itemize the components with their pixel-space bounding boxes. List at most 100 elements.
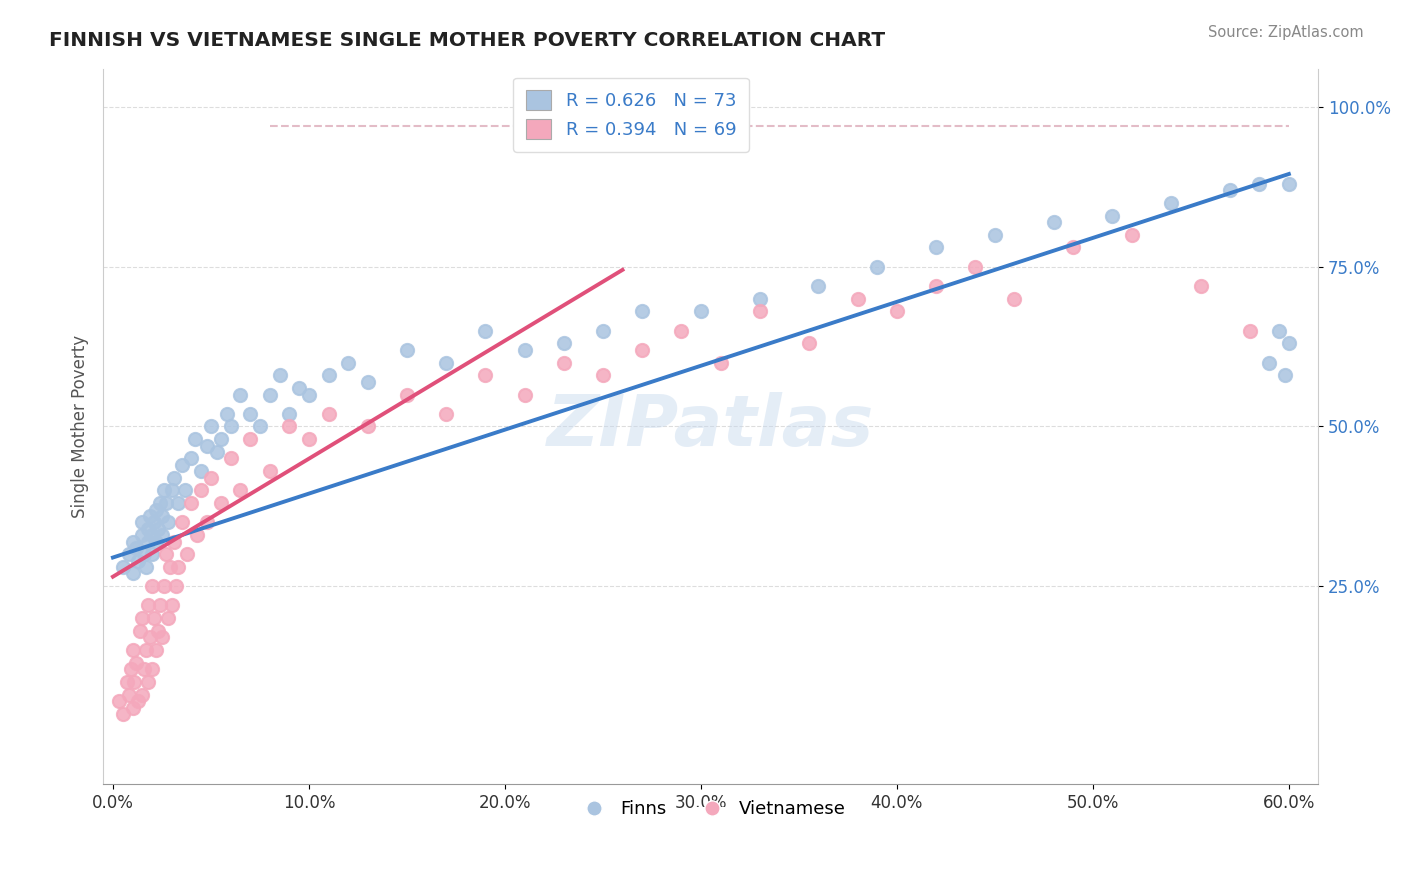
Point	[748, 304, 770, 318]
Point	[886, 304, 908, 318]
Point	[150, 631, 173, 645]
Point	[239, 407, 262, 421]
Point	[124, 675, 146, 690]
Point	[135, 643, 157, 657]
Point	[149, 599, 172, 613]
Point	[513, 343, 536, 357]
Point	[127, 694, 149, 708]
Point	[131, 516, 153, 530]
Point	[121, 566, 143, 581]
Point	[200, 470, 222, 484]
Point	[474, 368, 496, 383]
Point	[131, 528, 153, 542]
Point	[156, 611, 179, 625]
Point	[153, 483, 176, 498]
Point	[170, 516, 193, 530]
Point	[219, 419, 242, 434]
Point	[141, 662, 163, 676]
Point	[145, 643, 167, 657]
Point	[866, 260, 889, 274]
Point	[163, 470, 186, 484]
Point	[186, 528, 208, 542]
Point	[219, 451, 242, 466]
Point	[150, 528, 173, 542]
Point	[153, 579, 176, 593]
Point	[127, 554, 149, 568]
Point	[200, 419, 222, 434]
Point	[474, 324, 496, 338]
Point	[159, 560, 181, 574]
Point	[434, 407, 457, 421]
Point	[1004, 292, 1026, 306]
Point	[166, 560, 188, 574]
Point	[278, 419, 301, 434]
Point	[121, 643, 143, 657]
Point	[139, 508, 162, 523]
Point	[395, 387, 418, 401]
Point	[318, 368, 340, 383]
Point	[117, 688, 139, 702]
Y-axis label: Single Mother Poverty: Single Mother Poverty	[72, 334, 89, 518]
Point	[229, 483, 252, 498]
Point	[846, 292, 869, 306]
Point	[149, 496, 172, 510]
Point	[125, 541, 148, 555]
Point	[1160, 195, 1182, 210]
Point	[143, 516, 166, 530]
Point	[195, 439, 218, 453]
Point	[748, 292, 770, 306]
Point	[671, 324, 693, 338]
Point	[120, 662, 142, 676]
Point	[111, 707, 134, 722]
Point	[135, 560, 157, 574]
Point	[117, 547, 139, 561]
Point	[176, 547, 198, 561]
Point	[1042, 215, 1064, 229]
Point	[163, 534, 186, 549]
Point	[195, 516, 218, 530]
Point	[146, 624, 169, 638]
Point	[184, 432, 207, 446]
Point	[1062, 240, 1084, 254]
Point	[298, 387, 321, 401]
Point	[298, 432, 321, 446]
Point	[553, 336, 575, 351]
Legend: Finns, Vietnamese: Finns, Vietnamese	[568, 793, 853, 825]
Point	[121, 700, 143, 714]
Point	[1278, 336, 1301, 351]
Point	[278, 407, 301, 421]
Point	[631, 304, 654, 318]
Point	[1189, 278, 1212, 293]
Point	[134, 662, 156, 676]
Point	[259, 464, 281, 478]
Point	[434, 355, 457, 369]
Point	[205, 445, 228, 459]
Point	[131, 611, 153, 625]
Point	[141, 579, 163, 593]
Point	[111, 560, 134, 574]
Point	[807, 278, 830, 293]
Point	[288, 381, 311, 395]
Point	[190, 464, 212, 478]
Point	[357, 419, 380, 434]
Point	[925, 278, 948, 293]
Point	[134, 547, 156, 561]
Point	[318, 407, 340, 421]
Point	[170, 458, 193, 472]
Point	[1258, 355, 1281, 369]
Point	[1249, 177, 1271, 191]
Point	[108, 694, 131, 708]
Point	[131, 688, 153, 702]
Point	[155, 496, 177, 510]
Point	[1278, 177, 1301, 191]
Point	[1274, 368, 1296, 383]
Point	[592, 324, 614, 338]
Point	[337, 355, 360, 369]
Point	[965, 260, 987, 274]
Point	[209, 496, 232, 510]
Point	[984, 227, 1007, 242]
Point	[1219, 183, 1241, 197]
Point	[160, 599, 183, 613]
Point	[709, 355, 731, 369]
Text: ZIPatlas: ZIPatlas	[547, 392, 875, 461]
